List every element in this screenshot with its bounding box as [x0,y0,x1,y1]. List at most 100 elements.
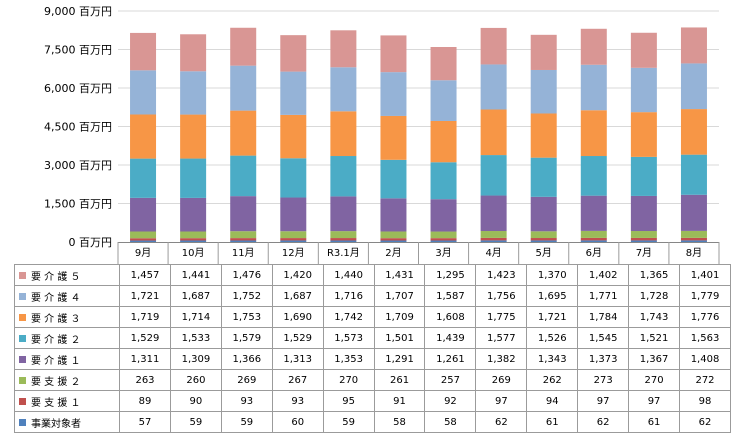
bar-segment [330,196,357,232]
table-row: 要 支 援 ２ 263 260 269 267 270 261 257 269 262 273 270… [13,369,731,391]
data-label: 1,743 [628,306,681,328]
data-label: 58 [373,411,426,433]
bar-segment [480,195,507,232]
category-label: 10月 [182,247,205,259]
bar-segment [580,237,607,241]
data-label: 1,721 [119,285,171,307]
legend-swatch [19,355,26,363]
bar-segment [330,30,357,68]
table-row: 要 介 護 ２ 1,529 1,533 1,579 1,529 1,573 1,501 1,4… [13,327,731,349]
bar-segment [230,240,257,242]
bar-stack [380,35,407,242]
data-label: 1,365 [628,264,681,286]
legend-entry: 要 介 護 ２ [13,327,121,349]
legend-entry: 要 支 援 ２ [13,369,121,391]
data-label: 91 [373,390,426,412]
bar-segment [480,64,507,110]
bar-segment [230,27,257,66]
data-label: 95 [322,390,375,412]
data-label: 1,687 [169,285,222,307]
bar-segment [630,237,657,241]
bar-segment [380,238,407,241]
bar-segment [330,111,357,157]
data-label: 1,423 [475,264,528,286]
data-label: 1,526 [526,327,579,349]
y-tick-label: 0 百万円 [69,236,113,249]
category-label: 9月 [135,247,151,259]
data-label: 263 [119,369,171,391]
bar-segment [430,231,457,239]
data-label: 1,608 [424,306,477,328]
bar-segment [130,158,157,198]
bar-segment [530,231,557,239]
data-label: 62 [577,411,630,433]
y-tick-label: 3,000 百万円 [44,159,112,172]
bar-segment [130,197,157,232]
bar-segment [680,109,707,155]
data-label: 1,366 [220,348,273,370]
data-label: 269 [220,369,273,391]
y-tick-label: 1,500 百万円 [44,198,112,211]
data-label: 1,401 [679,264,731,286]
series-name: 事業対象者 [31,418,81,430]
bar-segment [480,27,507,65]
bar-stack [130,32,157,242]
data-label: 1,756 [475,285,528,307]
category-label: 12月 [282,247,305,259]
bar-segment [380,198,407,232]
data-label: 1,440 [322,264,375,286]
data-label: 1,476 [220,264,273,286]
data-label: 93 [271,390,324,412]
bar-segment [530,196,557,232]
bar-segment [430,162,457,200]
bar-segment [280,238,307,241]
data-label: 1,716 [322,285,375,307]
series-name: 要 介 護 ３ [31,313,81,325]
data-label: 1,343 [526,348,579,370]
bar-segment [180,114,207,159]
bar-segment [680,63,707,110]
bar-stacks [130,27,707,242]
bar-segment [130,231,157,239]
bar-segment [380,240,407,242]
bar-segment [630,32,657,68]
data-label: 94 [526,390,579,412]
data-label: 1,309 [169,348,222,370]
bar-segment [580,156,607,196]
data-label: 1,353 [322,348,375,370]
bar-segment [680,237,707,241]
bar-segment [680,27,707,64]
data-label: 1,533 [169,327,222,349]
data-label: 1,382 [475,348,528,370]
category-label: 6月 [586,247,602,259]
y-axis-tick-labels: 0 百万円 1,500 百万円 3,000 百万円 4,500 百万円 6,000 百万… [44,5,112,249]
data-label: 270 [322,369,375,391]
data-label: 1,577 [475,327,528,349]
data-label: 97 [475,390,528,412]
bar-segment [680,230,707,238]
legend-swatch [19,271,26,279]
data-label: 1,420 [271,264,324,286]
data-label: 1,753 [220,306,273,328]
bar-segment [680,240,707,242]
bar-segment [580,110,607,157]
data-label: 1,573 [322,327,375,349]
bar-stack [430,47,457,242]
legend-swatch [19,397,26,405]
category-label: 2月 [385,247,401,259]
data-label: 1,752 [220,285,273,307]
data-label: 97 [628,390,681,412]
bar-segment [330,67,357,112]
data-label: 89 [119,390,171,412]
data-label: 1,529 [271,327,324,349]
data-label: 1,775 [475,306,528,328]
table-row: 事業対象者 57 59 59 60 59 58 58 62 61 62 61 62 [13,411,731,433]
bar-segment [580,28,607,65]
bar-segment [180,231,207,239]
bar-segment [480,109,507,156]
bar-segment [530,113,557,158]
bar-segment [330,238,357,241]
data-table: 要 介 護 ５ 1,457 1,441 1,476 1,420 1,440 1,431 1,2… [13,264,731,433]
data-label: 1,313 [271,348,324,370]
series-name: 要 介 護 ２ [31,334,81,346]
